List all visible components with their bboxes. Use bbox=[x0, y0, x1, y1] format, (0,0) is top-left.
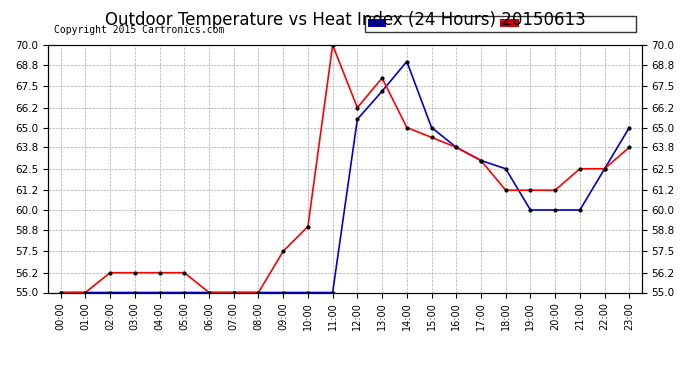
Text: Copyright 2015 Cartronics.com: Copyright 2015 Cartronics.com bbox=[55, 25, 225, 35]
Legend: Heat Index  (°F), Temperature  (°F): Heat Index (°F), Temperature (°F) bbox=[364, 15, 636, 32]
Text: Outdoor Temperature vs Heat Index (24 Hours) 20150613: Outdoor Temperature vs Heat Index (24 Ho… bbox=[105, 11, 585, 29]
